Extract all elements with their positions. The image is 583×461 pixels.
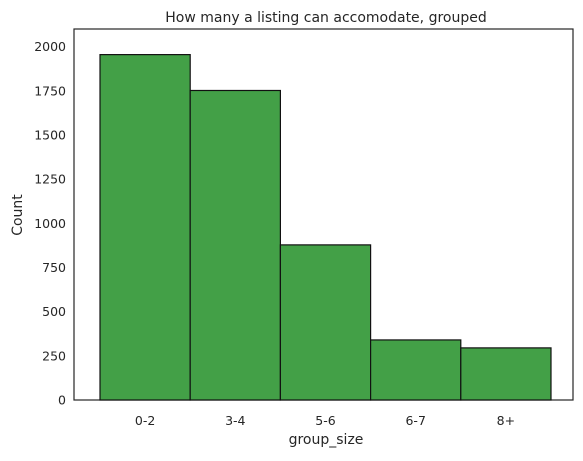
x-tick-label: 6-7 bbox=[405, 413, 425, 428]
y-tick-label: 0 bbox=[58, 393, 66, 408]
bar-3-4 bbox=[189, 89, 281, 401]
y-tick-label: 1750 bbox=[34, 83, 66, 98]
y-tick-label: 500 bbox=[42, 304, 66, 319]
x-tick-label: 8+ bbox=[497, 413, 515, 428]
y-tick-label: 1250 bbox=[34, 172, 66, 187]
y-tick-label: 250 bbox=[42, 348, 66, 363]
x-tick-label: 0-2 bbox=[135, 413, 155, 428]
y-tick-label: 1500 bbox=[34, 128, 66, 143]
chart-title: How many a listing can accomodate, group… bbox=[165, 10, 486, 26]
bar-0-2 bbox=[99, 54, 191, 401]
x-tick-label: 3-4 bbox=[225, 413, 245, 428]
y-tick-label: 2000 bbox=[34, 39, 66, 54]
bar-6-7 bbox=[370, 339, 462, 401]
x-tick-label: 5-6 bbox=[315, 413, 335, 428]
bar-8+ bbox=[460, 347, 552, 401]
y-axis-label: Count bbox=[10, 194, 26, 236]
y-tick-label: 750 bbox=[42, 260, 66, 275]
y-tick-label: 1000 bbox=[34, 216, 66, 231]
bar-5-6 bbox=[279, 244, 372, 401]
x-axis-label: group_size bbox=[289, 432, 364, 448]
